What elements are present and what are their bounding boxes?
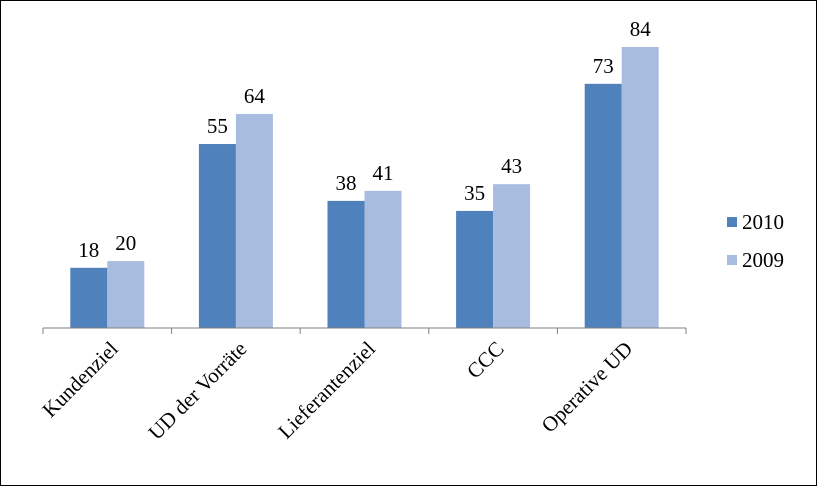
- category-label-3: Lieferantenziel: [273, 336, 380, 443]
- data-label-2009-1: 20: [115, 231, 136, 255]
- bar-2010-2: [198, 144, 236, 328]
- data-label-2009-5: 84: [630, 17, 652, 41]
- data-label-2010-5: 73: [593, 54, 614, 78]
- legend-label-2010: 2010: [742, 210, 784, 234]
- legend-swatch-2009: [727, 255, 737, 265]
- bar-2010-5: [584, 83, 622, 328]
- bar-2010-1: [70, 267, 108, 328]
- data-label-2010-2: 55: [207, 114, 228, 138]
- bar-2009-4: [493, 184, 531, 328]
- data-labels-layer: 18 20 55 64 38 41 35 43 73 84: [78, 17, 651, 262]
- category-label-1: Kundenziel: [37, 336, 123, 422]
- data-label-2010-4: 35: [464, 181, 485, 205]
- legend: 2010 2009: [727, 210, 784, 272]
- bar-2009-2: [235, 113, 273, 328]
- category-label-2: UD der Vorräte: [143, 337, 251, 445]
- bar-2009-5: [621, 47, 659, 329]
- bar-2010-3: [327, 200, 365, 328]
- x-axis-ticks: [42, 328, 687, 334]
- data-label-2009-4: 43: [501, 154, 522, 178]
- bars-layer: [70, 47, 659, 329]
- legend-label-2009: 2009: [742, 248, 784, 272]
- category-label-4: CCC: [462, 337, 509, 384]
- data-label-2009-3: 41: [373, 161, 394, 185]
- data-label-2009-2: 64: [244, 84, 266, 108]
- bar-2010-4: [456, 210, 494, 328]
- data-label-2010-3: 38: [336, 171, 357, 195]
- x-axis-tick-labels: Kundenziel UD der Vorräte Lieferantenziel C…: [37, 336, 637, 444]
- bar-2009-1: [107, 261, 145, 328]
- category-label-5: Operative UD: [537, 337, 638, 438]
- legend-swatch-2010: [727, 217, 737, 227]
- data-label-2010-1: 18: [78, 238, 99, 262]
- bar-2009-3: [364, 190, 402, 328]
